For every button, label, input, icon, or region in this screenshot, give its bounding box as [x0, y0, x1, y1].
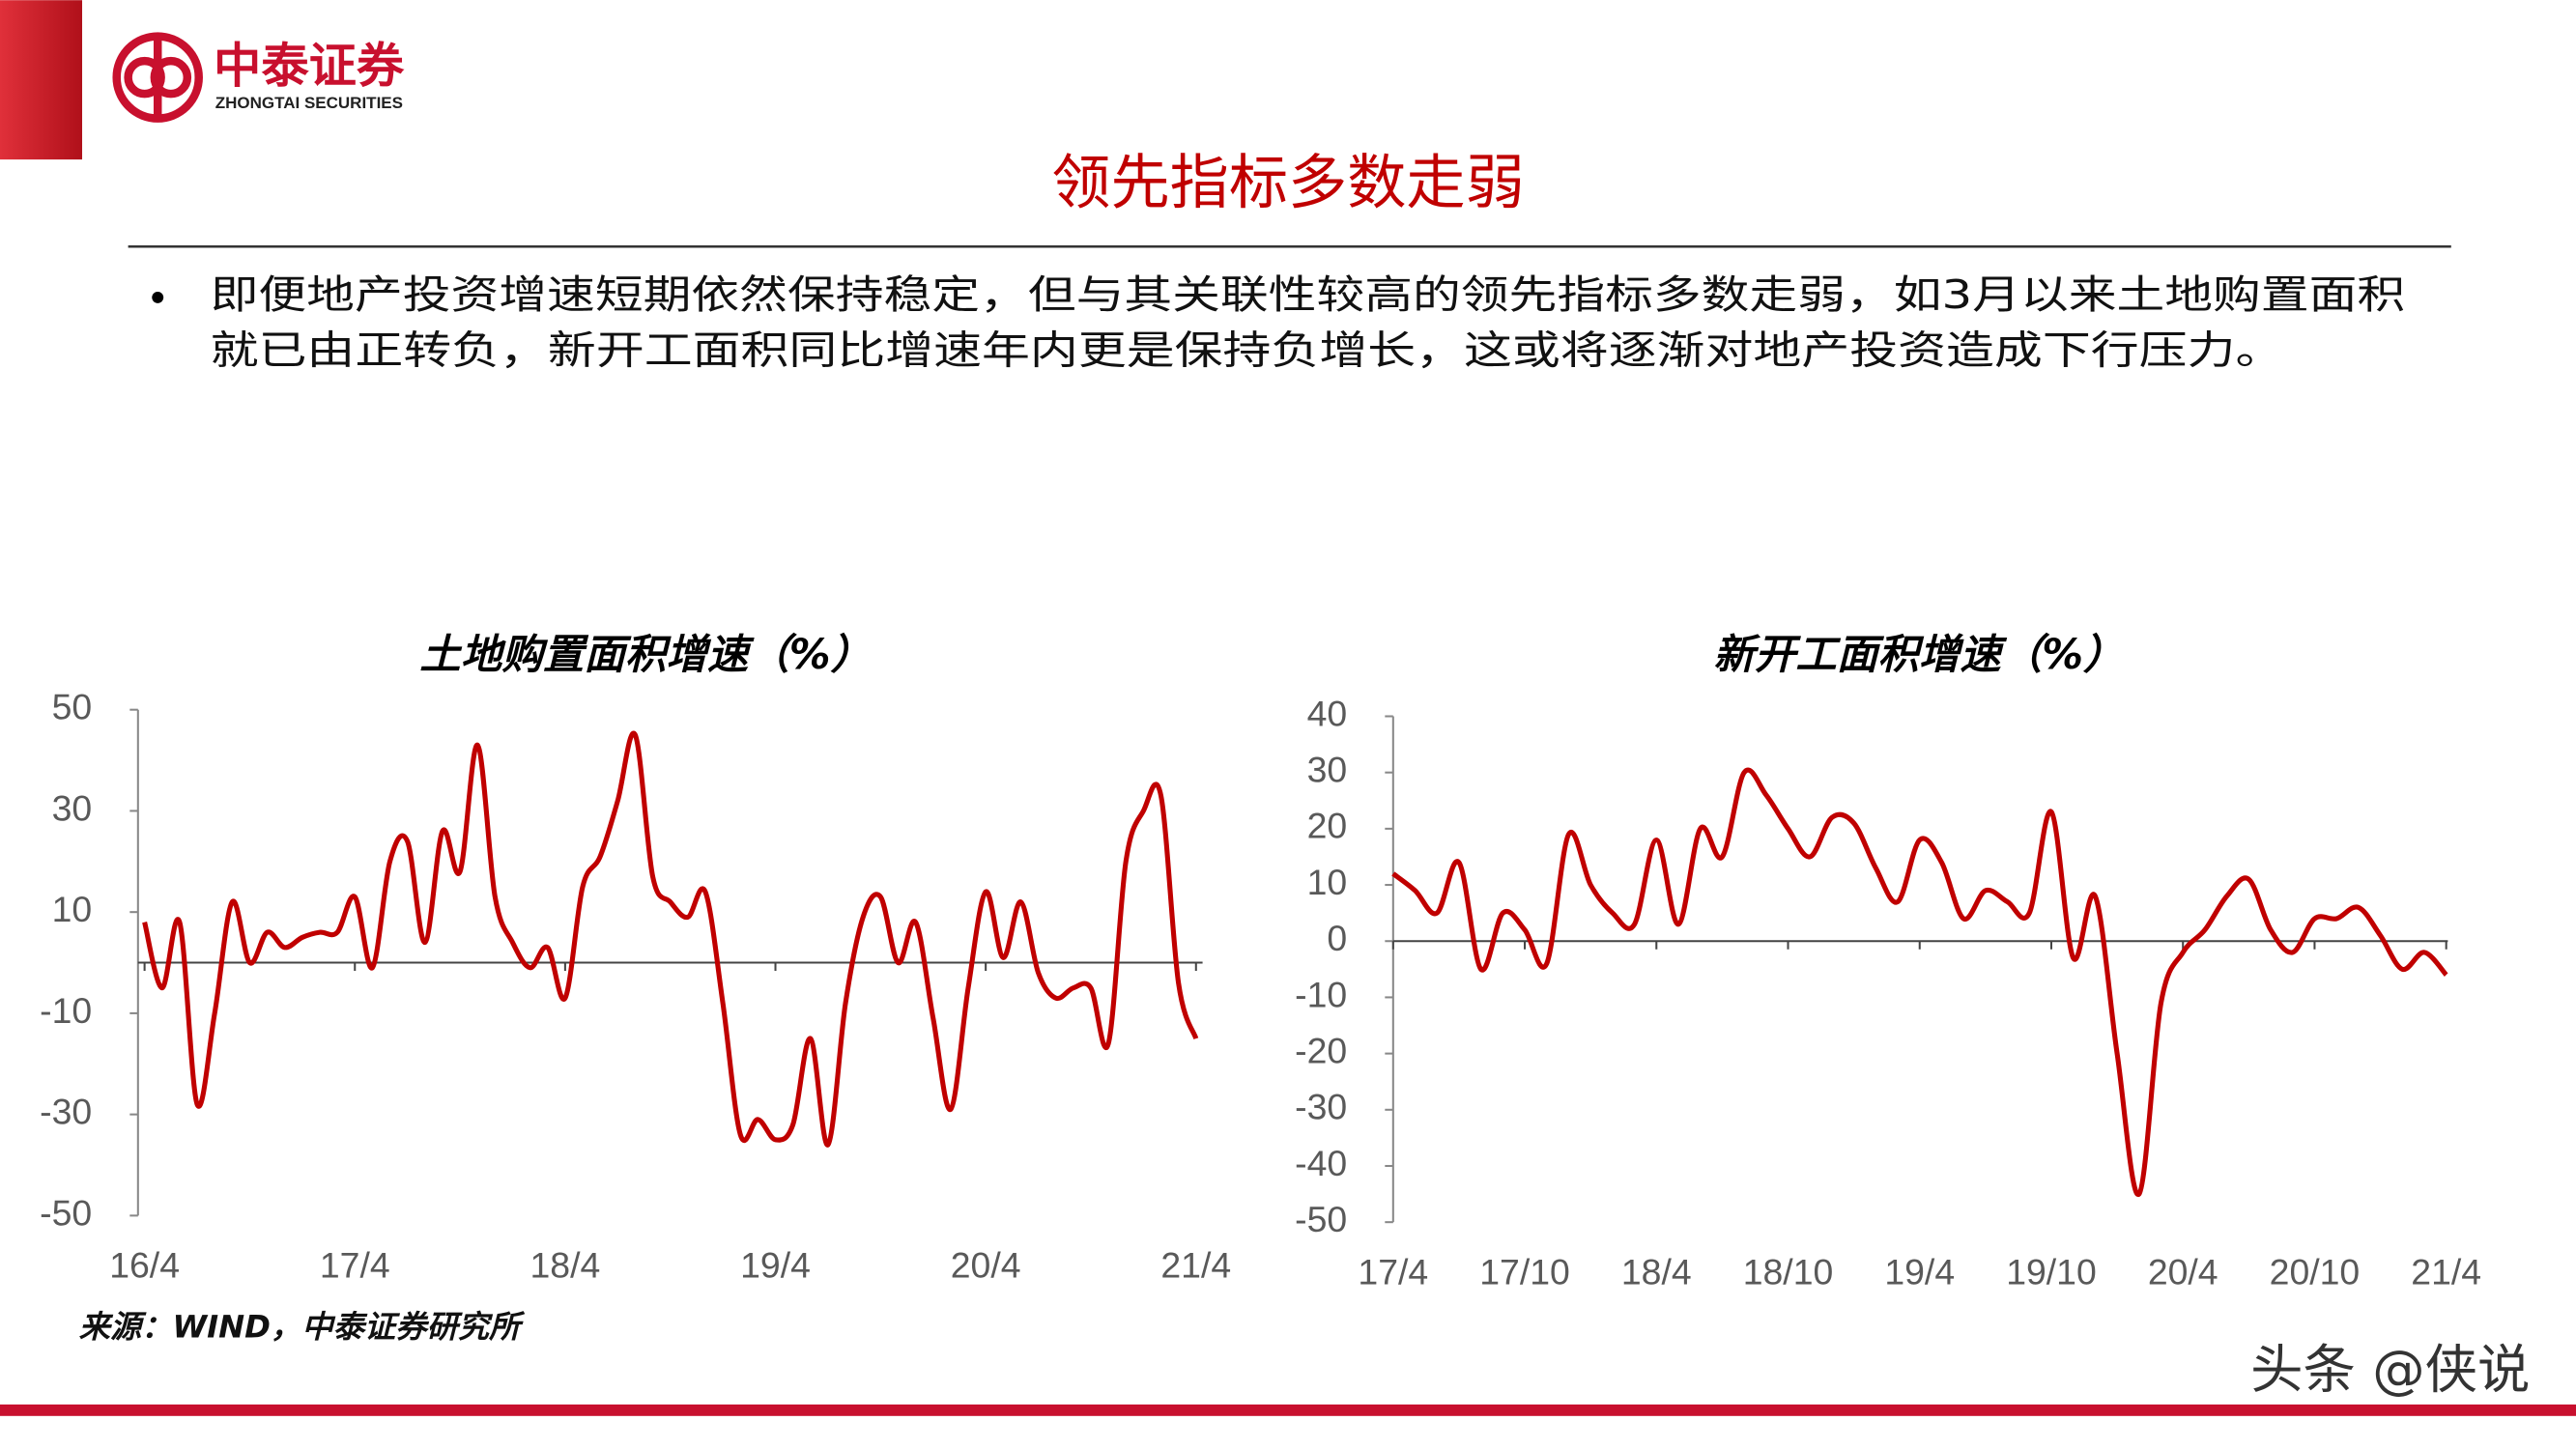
- data-line: [142, 730, 1199, 1148]
- y-tick-label: 10: [52, 889, 93, 929]
- bullet-text: 就已由正转负，新开工面积同比增速年内更是保持负增长，这或将逐渐对地产投资造成下行…: [211, 327, 2284, 374]
- watermark: 头条 @侠说: [2250, 1340, 2530, 1401]
- y-tick-label: 40: [1307, 693, 1348, 733]
- y-tick-label: -30: [1295, 1087, 1347, 1127]
- bottom-bar: [0, 1404, 2576, 1416]
- bullet-text: 即便地产投资增速短期依然保持稳定，但与其关联性较高的领先指标多数走弱，如3月以来…: [211, 271, 2406, 318]
- logo-name: 中泰证券: [214, 38, 405, 94]
- y-tick-label: 0: [1327, 918, 1347, 958]
- x-tick-label: 17/4: [1358, 1251, 1428, 1292]
- bullet-dot: [152, 291, 164, 303]
- x-tick-label: 21/4: [2411, 1251, 2481, 1292]
- logo: [112, 32, 203, 123]
- data-line: [1391, 767, 2448, 1197]
- source-note: 来源：WIND，中泰证券研究所: [79, 1309, 526, 1346]
- y-tick-label: -40: [1295, 1143, 1347, 1183]
- x-tick-label: 18/4: [530, 1245, 600, 1286]
- y-tick-label: 20: [1307, 806, 1348, 846]
- x-tick-label: 18/10: [1743, 1251, 1834, 1292]
- x-tick-label: 18/4: [1621, 1251, 1692, 1292]
- x-tick-label: 19/10: [2006, 1251, 2097, 1292]
- y-tick-label: -10: [1295, 974, 1347, 1014]
- logo-name-en: ZHONGTAI SECURITIES: [215, 94, 403, 112]
- y-tick-label: -20: [1295, 1030, 1347, 1070]
- y-tick-label: -50: [40, 1192, 92, 1233]
- x-tick-label: 20/10: [2270, 1251, 2361, 1292]
- chart-title: 土地购置面积增速（%）: [419, 632, 872, 679]
- y-tick-label: 30: [52, 787, 93, 828]
- chart-title: 新开工面积增速（%）: [1713, 632, 2124, 679]
- slide-title: 领先指标多数走弱: [1051, 149, 1525, 217]
- y-tick-label: -30: [40, 1092, 92, 1132]
- y-tick-label: 50: [52, 687, 93, 727]
- y-tick-label: 30: [1307, 750, 1348, 790]
- x-tick-label: 19/4: [1884, 1251, 1955, 1292]
- y-tick-label: 10: [1307, 862, 1348, 902]
- corner-bar: [0, 0, 83, 160]
- x-tick-label: 17/10: [1479, 1251, 1570, 1292]
- x-tick-label: 19/4: [740, 1245, 811, 1286]
- x-tick-label: 16/4: [109, 1245, 180, 1286]
- x-tick-label: 20/4: [951, 1245, 1021, 1286]
- x-tick-label: 17/4: [320, 1245, 390, 1286]
- y-tick-label: -50: [1295, 1199, 1347, 1239]
- x-tick-label: 20/4: [2148, 1251, 2218, 1292]
- y-tick-label: -10: [40, 990, 92, 1031]
- x-tick-label: 21/4: [1160, 1245, 1231, 1286]
